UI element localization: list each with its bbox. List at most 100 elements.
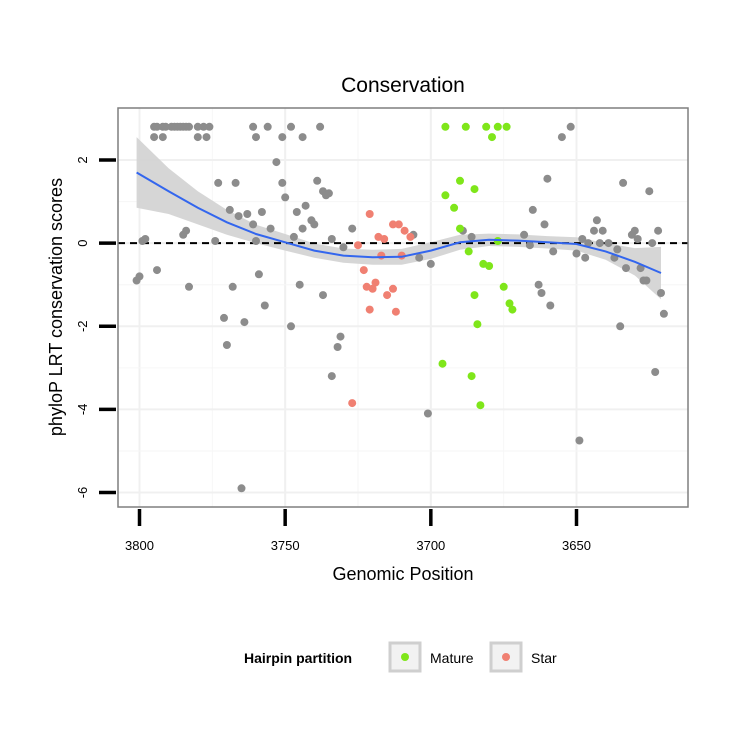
chart-title: Conservation [341,74,465,97]
point-mature [476,401,485,410]
point-mature [488,133,496,142]
point-other [415,253,424,262]
point-other [630,226,639,235]
point-other [222,341,231,349]
legend-label-mature: Mature [430,650,474,666]
point-other [546,301,555,310]
point-other [153,122,161,131]
point-other [339,243,348,252]
legend: Hairpin partition Mature Star [244,641,557,673]
legend-label-star: Star [531,650,557,666]
point-other [336,332,345,341]
point-other [633,235,642,243]
point-mature [502,122,511,131]
point-other [272,158,281,167]
y-tick-label: 2 [75,156,90,163]
point-other [598,226,607,235]
point-other [135,272,144,281]
point-other [287,122,295,131]
y-tick-label: -4 [75,404,90,416]
point-other [595,239,604,248]
point-other [281,193,290,202]
point-other [193,122,202,131]
point-other [158,133,167,142]
point-mature [438,359,447,368]
point-other [592,216,601,225]
point-other [193,133,202,142]
point-mature [473,320,482,329]
point-other [150,133,159,142]
point-other [316,122,325,131]
point-other [645,187,654,196]
point-other [313,176,322,185]
point-other [584,239,593,248]
point-star [389,220,397,229]
point-other [327,372,336,381]
point-mature [505,299,514,308]
point-other [557,133,566,142]
point-star [380,235,389,243]
point-other [423,409,432,418]
point-other [263,122,272,131]
point-other [540,220,549,229]
point-mature [456,224,464,233]
point-star [354,241,362,250]
point-other [249,122,258,131]
point-other [604,239,613,248]
point-other [659,309,668,318]
point-other [324,189,333,198]
y-tick-label: 0 [75,240,90,247]
point-other [211,237,220,245]
point-other [301,201,310,210]
point-star [400,226,409,235]
point-mature [441,122,450,131]
point-other [287,322,295,331]
point-mature [493,122,502,131]
x-axis: 3800 3750 3700 3650 [125,509,591,553]
point-mature [464,247,473,256]
point-other [319,291,327,300]
point-other [616,322,625,331]
point-star [348,399,357,408]
point-other [252,237,260,245]
point-other [537,289,546,297]
point-other [581,253,590,262]
point-mature [470,185,479,194]
point-other [619,178,628,187]
point-other [426,259,435,268]
point-mature [456,176,464,185]
point-other [622,264,630,273]
point-other [161,122,170,131]
point-star [389,284,397,293]
y-tick-label: -2 [75,320,90,332]
point-other [578,235,587,243]
x-tick-label: 3750 [271,538,300,553]
point-mature [485,262,494,270]
point-star [371,278,380,287]
point-star [391,307,400,316]
point-other [205,122,214,131]
point-star [406,232,415,241]
point-other [243,210,252,218]
point-mature [467,372,476,381]
x-tick-label: 3800 [125,538,154,553]
x-tick-label: 3650 [562,538,591,553]
point-other [260,301,269,310]
point-other [202,133,211,142]
point-other [254,270,263,279]
point-mature [461,122,470,131]
point-mature [450,203,459,212]
plot-border [117,107,689,508]
point-other [654,226,663,235]
point-mature [441,191,450,200]
point-other [214,178,223,187]
point-mature [482,122,491,131]
x-axis-title: Genomic Position [332,564,473,584]
point-other [257,208,266,216]
point-mature [470,291,479,300]
point-other [153,266,161,275]
point-other [298,224,307,233]
grid-lines [118,108,688,507]
point-other [185,282,193,291]
y-axis-title: phyloP LRT conservation scores [46,178,66,436]
